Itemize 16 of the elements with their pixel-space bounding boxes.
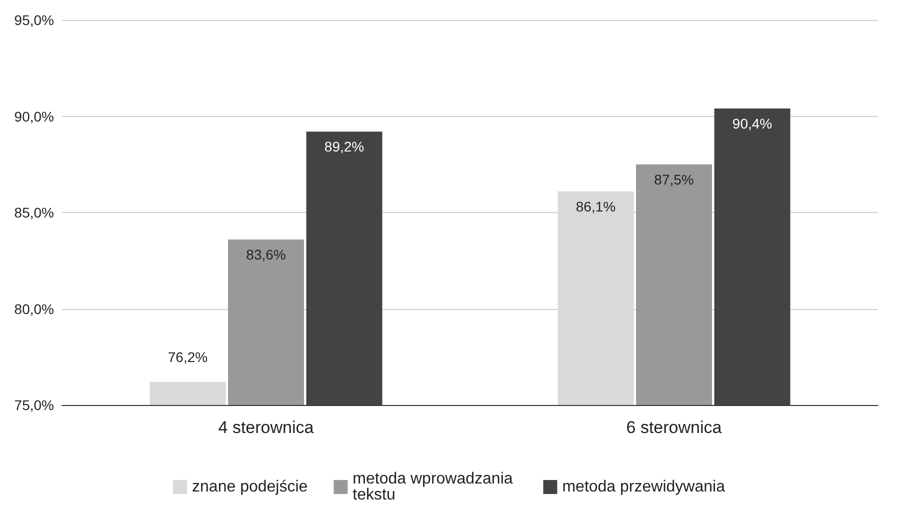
data-label: 89,2% bbox=[324, 138, 364, 155]
y-tick-label: 80,0% bbox=[14, 300, 54, 317]
legend-label: metoda wprowadzania tekstu bbox=[352, 470, 518, 504]
data-label: 83,6% bbox=[246, 246, 286, 262]
data-label: 87,5% bbox=[654, 171, 694, 188]
y-tick-label: 85,0% bbox=[14, 204, 54, 220]
legend-label: metoda przewidywania bbox=[562, 478, 726, 496]
y-tick-label: 90,0% bbox=[14, 108, 54, 124]
y-tick-label: 75,0% bbox=[14, 397, 54, 413]
data-label: 76,2% bbox=[168, 348, 208, 365]
legend-label: znane podejście bbox=[192, 478, 308, 496]
y-tick-label: 95,0% bbox=[14, 12, 54, 28]
x-tick-label: 4 sterownica bbox=[218, 418, 314, 437]
data-label: 90,4% bbox=[732, 116, 772, 132]
data-label: 86,1% bbox=[576, 198, 616, 214]
x-tick-label: 6 sterownica bbox=[626, 418, 722, 437]
